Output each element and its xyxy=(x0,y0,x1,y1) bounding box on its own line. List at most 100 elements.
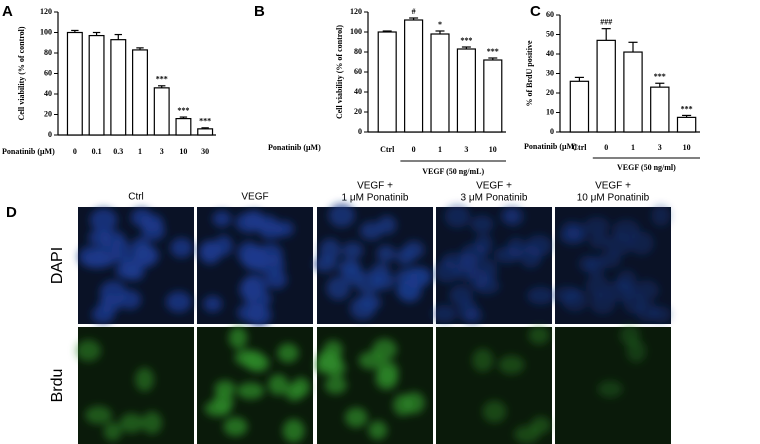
nuclei xyxy=(432,204,555,324)
column-header: Ctrl xyxy=(128,192,144,203)
y-tick-label: 80 xyxy=(354,47,362,56)
y-tick-label: 40 xyxy=(546,49,554,58)
nucleus xyxy=(559,227,586,245)
nucleus xyxy=(247,303,272,327)
nucleus xyxy=(585,274,610,298)
nucleus xyxy=(459,252,479,273)
significance: *** xyxy=(460,36,472,45)
y-tick-label: 80 xyxy=(44,48,52,57)
bar xyxy=(430,33,450,133)
nucleus xyxy=(130,208,153,227)
nucleus xyxy=(561,289,588,312)
bar xyxy=(623,51,643,133)
y-tick-label: 100 xyxy=(350,27,362,36)
nucleus xyxy=(619,324,640,346)
nucleus xyxy=(403,240,425,259)
nucleus xyxy=(326,276,351,300)
nucleus xyxy=(141,411,163,435)
nucleus xyxy=(223,417,248,437)
nuclei xyxy=(198,210,294,327)
nucleus xyxy=(324,376,347,395)
micrograph xyxy=(436,325,552,444)
x-tick-label: 1 xyxy=(138,147,142,156)
nucleus xyxy=(75,339,101,362)
nucleus xyxy=(95,243,120,266)
nucleus xyxy=(464,307,483,324)
x-axis-label: Ponatinib (μM) xyxy=(524,142,577,151)
nucleus xyxy=(359,221,383,241)
bar xyxy=(175,117,192,136)
nucleus xyxy=(328,203,355,228)
nucleus xyxy=(525,234,553,257)
nucleus xyxy=(590,292,616,315)
nucleus xyxy=(504,207,525,226)
x-tick-label: 10 xyxy=(179,147,187,156)
x-tick-label: 0 xyxy=(412,145,416,154)
x-tick-label: 10 xyxy=(683,143,691,152)
nucleus xyxy=(241,248,269,271)
nucleus xyxy=(241,274,268,298)
nucleus xyxy=(368,420,388,440)
column-header: VEGF xyxy=(241,192,268,203)
nucleus xyxy=(342,241,364,260)
bar xyxy=(456,48,476,133)
column-header: 3 μM Ponatinib xyxy=(461,193,528,204)
nucleus xyxy=(203,295,223,313)
bar xyxy=(483,59,503,133)
micrograph xyxy=(432,204,555,324)
nucleus xyxy=(99,280,127,305)
nucleus xyxy=(99,230,126,248)
y-tick-label: 20 xyxy=(44,109,52,118)
y-tick-label: 40 xyxy=(354,87,362,96)
nucleus xyxy=(313,256,337,273)
micrograph xyxy=(314,327,433,444)
significance: *** xyxy=(177,106,189,115)
nucleus xyxy=(119,413,144,433)
bar xyxy=(569,80,590,133)
x-tick-label: 0 xyxy=(73,147,77,156)
nucleus xyxy=(268,374,289,396)
bar xyxy=(66,31,83,136)
y-tick-label: 60 xyxy=(354,67,362,76)
column-header: 1 μM Ponatinib xyxy=(342,193,409,204)
x-tick-label: 0 xyxy=(604,143,608,152)
x-tick-label: 3 xyxy=(464,145,468,154)
nucleus xyxy=(650,306,672,323)
y-tick-label: 10 xyxy=(546,107,554,116)
nuclei xyxy=(472,325,551,444)
row-label: DAPI xyxy=(49,247,66,284)
micrograph xyxy=(555,324,671,444)
column-header: VEGF + xyxy=(476,181,512,192)
nucleus xyxy=(354,271,383,295)
nucleus xyxy=(375,367,398,391)
significance: *** xyxy=(487,47,499,56)
bar xyxy=(132,49,148,136)
nucleus xyxy=(498,355,525,375)
y-tick-label: 60 xyxy=(44,68,52,77)
nucleus xyxy=(141,221,165,241)
nucleus xyxy=(258,221,284,240)
nucleus xyxy=(470,215,494,234)
y-tick-label: 30 xyxy=(546,68,554,77)
nucleus xyxy=(393,394,414,416)
nucleus xyxy=(235,212,263,233)
nuclei xyxy=(553,204,672,323)
nucleus xyxy=(103,422,122,442)
x-tick-label: 1 xyxy=(438,145,442,154)
x-tick-label: Ctrl xyxy=(572,143,587,152)
nuclei xyxy=(78,208,193,324)
nuclei xyxy=(75,339,163,442)
nucleus xyxy=(629,231,654,255)
nucleus xyxy=(282,418,305,443)
y-tick-label: 120 xyxy=(350,7,362,16)
x-tick-label: 3 xyxy=(160,147,164,156)
x-tick-label: 30 xyxy=(201,147,209,156)
x-tick-label: 0.1 xyxy=(92,147,102,156)
significance: *** xyxy=(654,72,666,81)
nucleus xyxy=(526,286,555,305)
nucleus xyxy=(89,208,118,232)
y-tick-label: 40 xyxy=(44,89,52,98)
nucleus xyxy=(597,380,623,398)
nucleus xyxy=(482,400,507,423)
